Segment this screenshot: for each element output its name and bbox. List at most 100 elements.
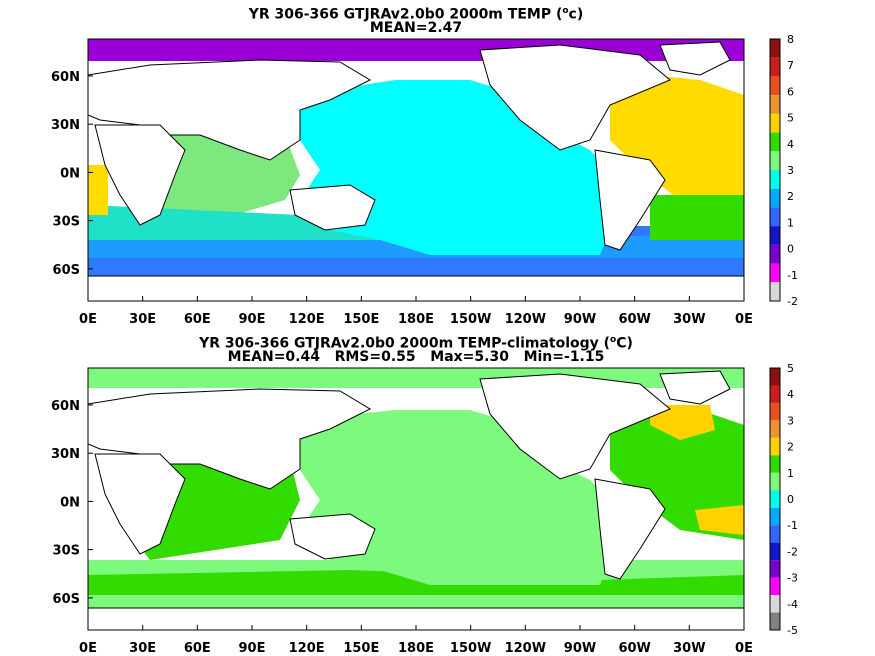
- map2-x-tick-label: 60W: [618, 641, 650, 656]
- map2-colorbar-swatch: [770, 507, 780, 526]
- map2-y-tick-label: 30N: [51, 447, 80, 462]
- map1-colorbar-label: 5: [787, 112, 794, 125]
- map1-x-tick-label: 90E: [239, 312, 266, 327]
- map1-x-tick-label: 150W: [450, 312, 491, 327]
- map2-x-tick-label: 30E: [129, 641, 156, 656]
- map2-colorbar-label: -5: [787, 624, 798, 637]
- map2-colorbar-swatch: [770, 455, 780, 473]
- map1-colorbar-swatch: [770, 226, 780, 245]
- map2-australia: [289, 513, 376, 560]
- map1-colorbar-swatch: [770, 244, 780, 264]
- map2-arctic-region: [88, 368, 744, 388]
- map2-y-tick-label: 60N: [51, 399, 80, 414]
- map2-colorbar-swatch: [770, 577, 780, 596]
- map2-colorbar-label: -4: [787, 598, 798, 611]
- map1-colorbar-label: 1: [787, 216, 794, 229]
- map2-colorbar-label: 5: [787, 362, 794, 375]
- map1-arctic-region: [88, 39, 744, 61]
- map2-colorbar-label: -2: [787, 545, 798, 558]
- map1-x-tick-label: 60W: [618, 312, 650, 327]
- map1-x-tick-label: 120W: [505, 312, 546, 327]
- map2-north-america: [479, 373, 671, 480]
- map2-y-tick-label: 60S: [53, 592, 80, 607]
- map1-atlantic-west-edge: [88, 165, 108, 215]
- map1-south-atlantic-region: [650, 195, 744, 240]
- map1-x-tick-label: 30W: [673, 312, 705, 327]
- map2-colorbar-swatch: [770, 595, 780, 613]
- map1-colorbar-swatch: [770, 151, 780, 170]
- map1-x-tick-label: 90W: [564, 312, 596, 327]
- map2-x-tick-label: 120W: [505, 641, 546, 656]
- map1-greenland: [659, 41, 731, 76]
- map2-x-tick-label: 30W: [673, 641, 705, 656]
- map2-south-america: [594, 478, 666, 580]
- map1-colorbar-label: -2: [787, 295, 798, 308]
- map2-x-tick-label: 120E: [289, 641, 325, 656]
- map2-field: [88, 368, 744, 630]
- map1-colorbar-swatch: [770, 170, 780, 189]
- map2-colorbar-swatch: [770, 385, 780, 403]
- map2-colorbar-swatch: [770, 402, 780, 421]
- map2-eurasia: [88, 388, 372, 490]
- map1-colorbar: 8 7 6 5 4 3 2 1 0 -1 -2: [769, 33, 798, 308]
- map2-x-tick-label: 90E: [239, 641, 266, 656]
- map1-colorbar-label: -1: [787, 269, 798, 282]
- map2-y-tick-label: 30S: [53, 544, 80, 559]
- map1-x-tick-label: 0E: [79, 312, 97, 327]
- map1-field: [88, 39, 744, 301]
- map2-colorbar-swatch: [770, 368, 780, 386]
- map2-colorbar-swatch: [770, 490, 780, 508]
- map2-panel: 0E 30E 60E 90E 120E 150E 180E 150W 120W 90W 60W 30W…: [51, 362, 798, 656]
- map2-colorbar-swatch: [770, 472, 780, 491]
- map1-colorbar-frame: [769, 38, 781, 302]
- map1-y-tick-label: 30S: [53, 215, 80, 230]
- map1-colorbar-swatch: [770, 113, 780, 133]
- map1-colorbar-swatch: [770, 282, 780, 301]
- map2-colorbar-swatch: [770, 542, 780, 561]
- map2-y-tick-label: 0N: [60, 495, 80, 510]
- map2-greenland: [659, 370, 731, 405]
- map1-north-america: [479, 44, 671, 151]
- map1-colorbar-label: 4: [787, 138, 794, 151]
- map2-colorbar-swatch: [770, 437, 780, 456]
- map1-eurasia: [88, 59, 372, 161]
- map1-colorbar-swatch: [770, 57, 780, 77]
- map2-colorbar-label: 1: [787, 467, 794, 480]
- map2-colorbar-swatch: [770, 420, 780, 438]
- map2-x-tick-label: 150W: [450, 641, 491, 656]
- map2-antarctica: [88, 607, 744, 630]
- map2-x-tick-label: 150E: [343, 641, 379, 656]
- map1-x-tick-label: 30E: [129, 312, 156, 327]
- map1-africa: [94, 124, 186, 226]
- map1-y-tick-label: 60S: [53, 263, 80, 278]
- map1-y-tick-label: 60N: [51, 70, 80, 85]
- map1-title: YR 306-366 GTJRAv2.0b0 2000m TEMP (oc): [248, 6, 584, 23]
- map1-y-tick-label: 30N: [51, 118, 80, 133]
- map1-colorbar-swatch: [770, 263, 780, 283]
- map1-south-america: [594, 149, 666, 251]
- map2-title: YR 306-366 GTJRAv2.0b0 2000m TEMP-climat…: [199, 335, 633, 352]
- map1-colorbar-label: 0: [787, 243, 794, 256]
- map1-x-tick-label: 0E: [735, 312, 753, 327]
- map2-colorbar-label: -3: [787, 572, 798, 585]
- map1-colorbar-swatch: [770, 95, 780, 114]
- map2-x-tick-label: 60E: [184, 641, 211, 656]
- map2-colorbar-label: 2: [787, 441, 794, 454]
- map1-antarctica: [88, 275, 744, 301]
- map2-colorbar-swatch: [770, 525, 780, 543]
- map1-north-atlantic-region: [610, 75, 744, 210]
- map2-x-tick-label: 90W: [564, 641, 596, 656]
- map2-subtitle: MEAN=0.44 RMS=0.55 Max=5.30 Min=-1.15: [227, 349, 605, 365]
- map1-colorbar-swatch: [770, 188, 780, 208]
- map1-colorbar-label: 7: [787, 59, 794, 72]
- map1-colorbar-label: 3: [787, 164, 794, 177]
- map1-y-tick-label: 0N: [60, 166, 80, 181]
- map2-north-atlantic-region: [610, 405, 744, 540]
- map1-y-axis: 60N 30N 0N 30S 60S: [51, 70, 93, 278]
- map1-x-axis: 0E 30E 60E 90E 120E 150E 180E 150W 120W 90W 60W 30W…: [79, 296, 753, 327]
- map2-colorbar-label: 0: [787, 493, 794, 506]
- map2-colorbar-swatch: [770, 612, 780, 630]
- map2-atlantic-east-warm: [695, 505, 744, 535]
- map2-colorbar-label: 3: [787, 414, 794, 427]
- map2-colorbar: 5 4 3 2 1 0 -1 -2 -3 -4 -5: [769, 362, 798, 637]
